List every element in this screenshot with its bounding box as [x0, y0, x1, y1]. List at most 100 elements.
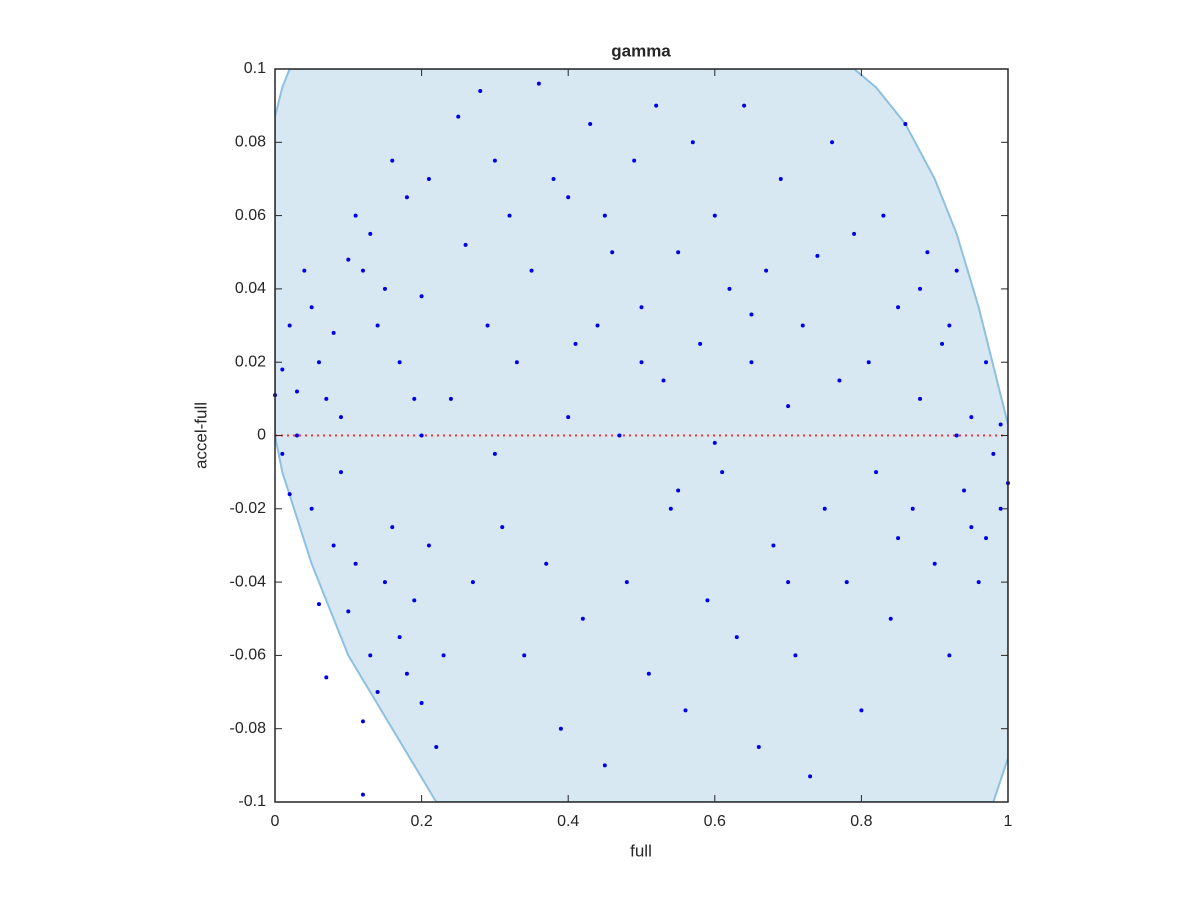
- point: [390, 158, 395, 163]
- x-tick-label: 0.4: [557, 813, 579, 830]
- point: [683, 708, 688, 713]
- point: [544, 561, 549, 566]
- point: [976, 580, 981, 585]
- point: [456, 114, 461, 119]
- point: [397, 635, 402, 640]
- y-tick-label: 0: [257, 427, 266, 444]
- point: [852, 231, 857, 236]
- x-axis-label: full: [630, 841, 652, 860]
- point: [309, 305, 314, 310]
- point: [507, 213, 512, 218]
- point: [280, 451, 285, 456]
- point: [727, 286, 732, 291]
- y-tick-label: 0.08: [235, 134, 266, 151]
- point: [734, 635, 739, 640]
- y-tick-label: 0.06: [235, 207, 266, 224]
- point: [419, 701, 424, 706]
- point: [844, 580, 849, 585]
- point: [573, 341, 578, 346]
- point: [448, 396, 453, 401]
- point: [412, 396, 417, 401]
- y-tick-label: 0.02: [235, 353, 266, 370]
- point: [492, 158, 497, 163]
- point: [360, 792, 365, 797]
- point: [654, 103, 659, 108]
- point: [478, 88, 483, 93]
- point: [529, 268, 534, 273]
- y-tick-label: -0.06: [230, 647, 267, 664]
- point: [331, 330, 336, 335]
- y-tick-label: 0.1: [244, 60, 266, 77]
- point: [969, 525, 974, 530]
- point: [404, 671, 409, 676]
- point: [353, 561, 358, 566]
- point: [690, 140, 695, 145]
- point: [346, 257, 351, 262]
- point: [588, 121, 593, 126]
- chart-title: gamma: [611, 41, 671, 60]
- point: [441, 653, 446, 658]
- point: [676, 250, 681, 255]
- x-tick-label: 0.6: [704, 813, 726, 830]
- point: [412, 598, 417, 603]
- point: [998, 506, 1003, 511]
- point: [822, 506, 827, 511]
- point: [639, 360, 644, 365]
- point: [764, 268, 769, 273]
- point: [316, 360, 321, 365]
- point: [998, 422, 1003, 427]
- point: [749, 312, 754, 317]
- point: [419, 294, 424, 299]
- point: [705, 598, 710, 603]
- point: [331, 543, 336, 548]
- point: [324, 396, 329, 401]
- point: [837, 378, 842, 383]
- point: [338, 470, 343, 475]
- point: [397, 360, 402, 365]
- point: [566, 195, 571, 200]
- point: [566, 415, 571, 420]
- point: [859, 708, 864, 713]
- point: [338, 415, 343, 420]
- point: [947, 323, 952, 328]
- x-tick-label: 0.2: [410, 813, 432, 830]
- point: [382, 580, 387, 585]
- point: [866, 360, 871, 365]
- point: [918, 286, 923, 291]
- y-tick-label: -0.02: [230, 500, 267, 517]
- x-tick-label: 1: [1004, 813, 1013, 830]
- point: [360, 719, 365, 724]
- point: [287, 492, 292, 497]
- point: [756, 745, 761, 750]
- point: [316, 602, 321, 607]
- point: [712, 440, 717, 445]
- point: [368, 653, 373, 658]
- point: [426, 543, 431, 548]
- point: [969, 415, 974, 420]
- point: [720, 470, 725, 475]
- point: [617, 433, 622, 438]
- point: [712, 213, 717, 218]
- point: [287, 323, 292, 328]
- point: [522, 653, 527, 658]
- point: [500, 525, 505, 530]
- point: [888, 616, 893, 621]
- point: [962, 488, 967, 493]
- point: [536, 81, 541, 86]
- point: [954, 433, 959, 438]
- point: [595, 323, 600, 328]
- point: [610, 250, 615, 255]
- point: [925, 250, 930, 255]
- point: [896, 536, 901, 541]
- point: [874, 470, 879, 475]
- point: [404, 195, 409, 200]
- point: [492, 451, 497, 456]
- point: [470, 580, 475, 585]
- point: [558, 726, 563, 731]
- point: [375, 690, 380, 695]
- point: [786, 404, 791, 409]
- y-tick-label: -0.08: [230, 720, 267, 737]
- point: [749, 360, 754, 365]
